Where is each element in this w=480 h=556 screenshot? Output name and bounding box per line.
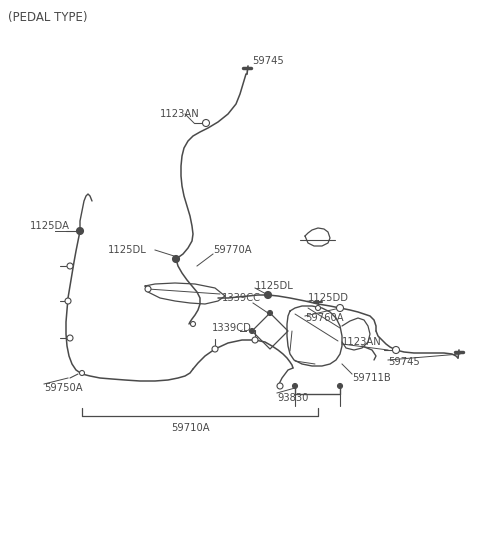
Circle shape — [145, 286, 151, 292]
Circle shape — [65, 298, 71, 304]
Circle shape — [67, 335, 73, 341]
Text: 59710A: 59710A — [171, 423, 209, 433]
Text: 59760A: 59760A — [305, 313, 344, 323]
Circle shape — [191, 321, 195, 326]
Text: 59711B: 59711B — [352, 373, 391, 383]
Text: 59750A: 59750A — [44, 383, 83, 393]
Text: 59745: 59745 — [252, 56, 284, 66]
Text: 1339CD: 1339CD — [212, 323, 252, 333]
Circle shape — [292, 384, 298, 389]
Circle shape — [267, 310, 273, 315]
Circle shape — [76, 227, 84, 235]
Circle shape — [67, 263, 73, 269]
Text: 1125DL: 1125DL — [255, 281, 294, 291]
Circle shape — [315, 305, 321, 310]
Circle shape — [212, 346, 218, 352]
Text: 1125DD: 1125DD — [308, 293, 349, 303]
Text: 59770A: 59770A — [213, 245, 252, 255]
Circle shape — [277, 383, 283, 389]
Text: (PEDAL TYPE): (PEDAL TYPE) — [8, 11, 87, 24]
Circle shape — [264, 291, 272, 299]
Circle shape — [203, 120, 209, 127]
Circle shape — [250, 329, 254, 334]
Text: 1123AN: 1123AN — [342, 337, 382, 347]
Text: 1125DA: 1125DA — [30, 221, 70, 231]
Circle shape — [172, 256, 180, 262]
Text: 59745: 59745 — [388, 357, 420, 367]
Text: 1123AN: 1123AN — [160, 109, 200, 119]
Text: 1339CC: 1339CC — [222, 293, 261, 303]
Text: 1125DL: 1125DL — [108, 245, 147, 255]
Circle shape — [252, 337, 258, 343]
Text: 93830: 93830 — [277, 393, 308, 403]
Circle shape — [337, 384, 343, 389]
Circle shape — [393, 346, 399, 354]
Circle shape — [80, 370, 84, 375]
Circle shape — [336, 305, 344, 311]
